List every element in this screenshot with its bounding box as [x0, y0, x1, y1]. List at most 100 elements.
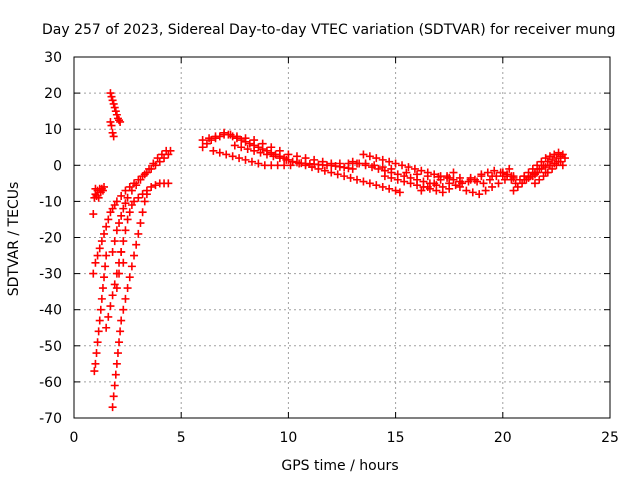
data-point — [247, 157, 256, 166]
data-point — [110, 103, 119, 112]
data-point — [430, 179, 439, 188]
data-point — [468, 188, 477, 197]
data-point — [365, 179, 374, 188]
data-point — [262, 150, 271, 159]
data-point — [432, 186, 441, 195]
data-point — [438, 188, 447, 197]
data-point — [449, 175, 458, 184]
data-point — [106, 302, 115, 311]
y-tick-label: -10 — [39, 194, 62, 210]
data-point — [455, 173, 464, 182]
data-point — [108, 247, 117, 256]
data-point — [119, 305, 128, 314]
data-point — [552, 161, 561, 170]
data-point — [404, 163, 413, 172]
data-point — [110, 381, 119, 390]
data-point — [327, 159, 336, 168]
data-point — [211, 132, 220, 141]
data-point — [509, 173, 518, 182]
data-point — [475, 190, 484, 199]
x-tick-label: 0 — [70, 430, 79, 446]
data-point — [198, 143, 207, 152]
data-point — [528, 172, 537, 181]
plot-frame — [73, 56, 611, 419]
data-point — [157, 150, 166, 159]
data-point — [492, 172, 501, 181]
data-point — [423, 172, 432, 181]
data-point — [451, 181, 460, 190]
data-point — [378, 182, 387, 191]
data-point — [115, 219, 124, 228]
data-point — [348, 157, 357, 166]
data-point — [509, 186, 518, 195]
data-point — [344, 159, 353, 168]
y-tick-label: -60 — [39, 375, 62, 391]
data-point — [115, 338, 124, 347]
data-point — [464, 177, 473, 186]
data-point — [256, 148, 265, 157]
data-point — [368, 163, 377, 172]
data-point — [140, 170, 149, 179]
data-point — [130, 197, 139, 206]
x-tick-label: 10 — [279, 430, 297, 446]
data-point — [102, 222, 111, 231]
data-point — [111, 370, 120, 379]
data-point — [108, 403, 117, 412]
grid — [74, 57, 610, 418]
data-point — [209, 146, 218, 155]
x-axis-title: GPS time / hours — [281, 458, 398, 474]
data-point — [153, 154, 162, 163]
y-tick-label: 20 — [44, 86, 62, 102]
data-point — [119, 204, 128, 213]
data-point — [107, 92, 116, 101]
data-point — [434, 172, 443, 181]
data-point — [269, 152, 278, 161]
data-point — [385, 184, 394, 193]
data-point — [215, 148, 224, 157]
data-point — [346, 173, 355, 182]
y-tick-label: 0 — [53, 158, 62, 174]
data-point — [445, 179, 454, 188]
data-point — [398, 161, 407, 170]
y-tick-label: 10 — [44, 122, 62, 138]
data-point — [226, 130, 235, 139]
data-point — [243, 145, 252, 154]
data-point — [355, 159, 364, 168]
data-point — [548, 164, 557, 173]
data-point — [327, 168, 336, 177]
data-point — [151, 181, 160, 190]
data-point — [395, 188, 404, 197]
y-tick-label: -20 — [39, 231, 62, 247]
x-tick-label: 15 — [387, 430, 405, 446]
data-point — [127, 186, 136, 195]
data-point — [237, 136, 246, 145]
data-point — [92, 349, 101, 358]
data-point — [112, 269, 121, 278]
data-point — [232, 132, 241, 141]
data-point — [123, 193, 132, 202]
data-point — [535, 175, 544, 184]
data-point — [149, 159, 158, 168]
data-point — [282, 155, 291, 164]
data-point — [413, 170, 422, 179]
data-point — [127, 262, 136, 271]
data-point — [318, 157, 327, 166]
data-point — [254, 159, 263, 168]
data-point — [520, 175, 529, 184]
data-point — [310, 155, 319, 164]
data-point — [413, 181, 422, 190]
data-point — [295, 159, 304, 168]
data-point — [380, 172, 389, 181]
data-point — [400, 177, 409, 186]
data-point — [250, 146, 259, 155]
data-point — [119, 237, 128, 246]
data-point — [391, 159, 400, 168]
data-point — [117, 191, 126, 200]
data-point — [372, 181, 381, 190]
data-point — [117, 247, 126, 256]
data-point — [132, 181, 141, 190]
y-tick-label: -30 — [39, 267, 62, 283]
data-point — [348, 164, 357, 173]
data-point — [314, 164, 323, 173]
